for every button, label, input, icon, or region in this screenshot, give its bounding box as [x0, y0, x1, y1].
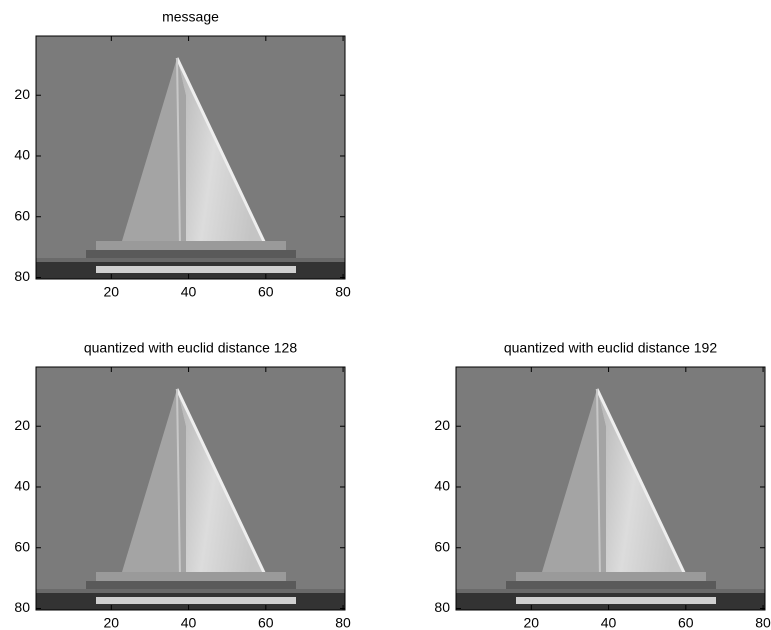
x-tick-label: 80 [335, 615, 351, 630]
x-tick-label: 60 [258, 284, 274, 300]
x-tick-label: 20 [104, 615, 120, 630]
x-tick-label: 40 [601, 615, 617, 630]
y-tick-label: 80 [14, 268, 30, 284]
x-tick-label: 80 [335, 284, 351, 300]
axes-title: quantized with euclid distance 192 [504, 340, 717, 356]
y-tick-label: 60 [434, 538, 450, 554]
x-tick-label: 60 [678, 615, 694, 630]
y-tick-label: 40 [14, 147, 30, 163]
x-tick-label: 40 [181, 284, 197, 300]
image [36, 367, 345, 610]
figure: message 20 40 60 80 20 40 60 80 quantized with eu… [0, 0, 771, 630]
image [36, 36, 345, 279]
y-tick-label: 60 [14, 207, 30, 223]
y-tick-label: 40 [14, 478, 30, 494]
y-tick-label: 20 [14, 86, 30, 102]
page: message 20 40 60 80 20 40 60 80 quantized with eu… [0, 0, 771, 630]
x-tick-label: 20 [104, 284, 120, 300]
y-tick-label: 80 [14, 599, 30, 615]
y-tick-label: 60 [14, 538, 30, 554]
axes-title: message [162, 9, 219, 25]
x-tick-label: 20 [524, 615, 540, 630]
y-tick-label: 20 [434, 417, 450, 433]
x-tick-label: 40 [181, 615, 197, 630]
axes-title: quantized with euclid distance 128 [84, 340, 297, 356]
x-tick-label: 60 [258, 615, 274, 630]
x-tick-label: 80 [755, 615, 771, 630]
y-tick-label: 40 [434, 478, 450, 494]
y-tick-label: 80 [434, 599, 450, 615]
image [456, 367, 765, 610]
y-tick-label: 20 [14, 417, 30, 433]
